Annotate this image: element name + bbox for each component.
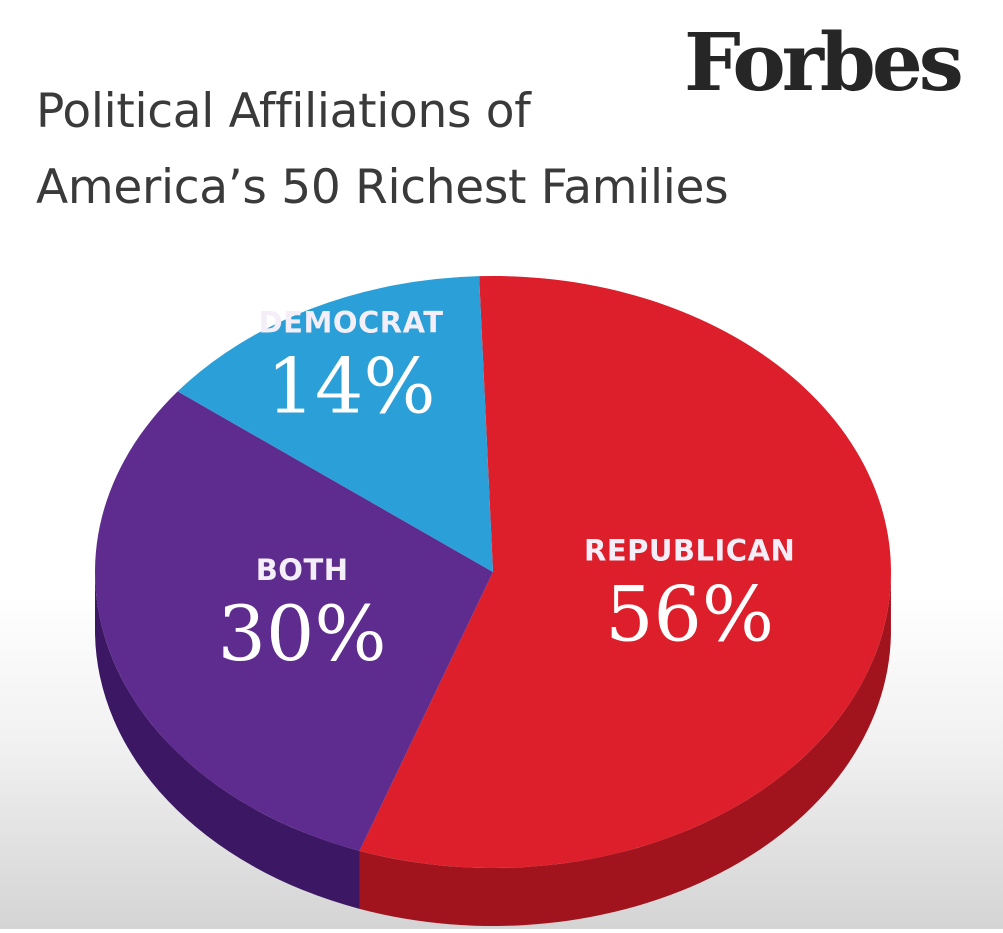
slice-label-both: BOTH [256,553,349,587]
slice-value-both: 30% [218,589,387,678]
pie-sides [95,573,891,926]
pie-slices [94,276,892,869]
slice-value-republican: 56% [605,570,774,659]
slice-label-democrat: DEMOCRAT [259,306,444,340]
chart-title-line-1: Political Affiliations of [36,84,531,139]
chart-title: Political Affiliations of America’s 50 R… [36,74,729,226]
pie-side-republican [359,576,891,926]
slice-label-republican: REPUBLICAN [584,534,795,568]
forbes-logo: Forbes [684,15,964,109]
pie-slice-republican [359,276,892,869]
slice-value-democrat: 14% [267,342,436,431]
pie-slice-both [94,391,493,851]
chart-title-line-2: America’s 50 Richest Families [36,160,729,215]
pie-slice-democrat [177,276,494,572]
pie-side-both [95,573,360,909]
